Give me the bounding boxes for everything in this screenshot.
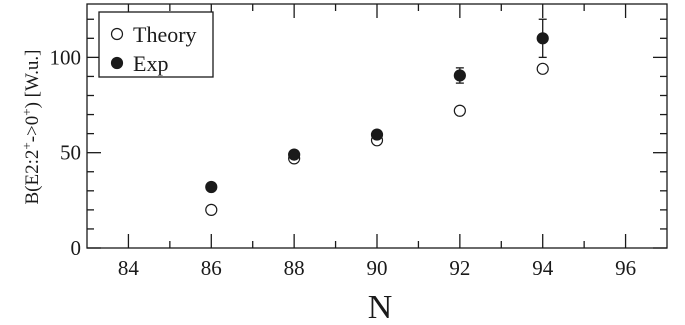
- x-axis-label: N: [368, 289, 393, 325]
- data-point-exp: [205, 180, 218, 194]
- y-axis-label: B(E2:2+->0+) [W.u.]: [19, 49, 43, 204]
- y-tick-label: 100: [50, 45, 82, 69]
- x-tick-label: 94: [532, 256, 554, 280]
- x-tick-label: 96: [615, 256, 636, 280]
- y-axis-label-superscript-2: +: [19, 108, 34, 115]
- y-axis-label-part-2: ->0: [22, 116, 43, 143]
- legend-label-exp: Exp: [133, 51, 168, 76]
- x-tick-label: 90: [367, 256, 388, 280]
- y-axis-label-part-3: ) [W.u.]: [22, 49, 43, 108]
- data-point-exp: [453, 69, 466, 82]
- data-point-theory: [205, 203, 218, 216]
- y-axis-label-superscript-1: +: [19, 142, 34, 149]
- y-tick-label: 0: [71, 236, 82, 260]
- x-tick-label: 84: [118, 256, 140, 280]
- data-point-exp: [370, 128, 384, 141]
- x-tick-label: 86: [201, 256, 222, 280]
- legend-label-theory: Theory: [133, 22, 197, 47]
- y-tick-label: 50: [60, 141, 81, 165]
- data-points: [205, 18, 549, 216]
- legend-marker-theory: [110, 27, 124, 41]
- x-tick-label: 92: [449, 256, 470, 280]
- legend-marker-exp: [110, 56, 124, 70]
- y-axis-label-part-1: B(E2:2: [22, 150, 43, 205]
- legend: Theory Exp: [98, 11, 214, 78]
- data-point-theory: [536, 62, 549, 75]
- axis-tick-labels: 84 86 88 90 92 94 96 0 50 100: [50, 45, 637, 280]
- data-point-exp: [536, 32, 549, 45]
- x-tick-label: 88: [284, 256, 305, 280]
- data-point-exp: [288, 148, 301, 161]
- data-point-theory: [453, 104, 466, 117]
